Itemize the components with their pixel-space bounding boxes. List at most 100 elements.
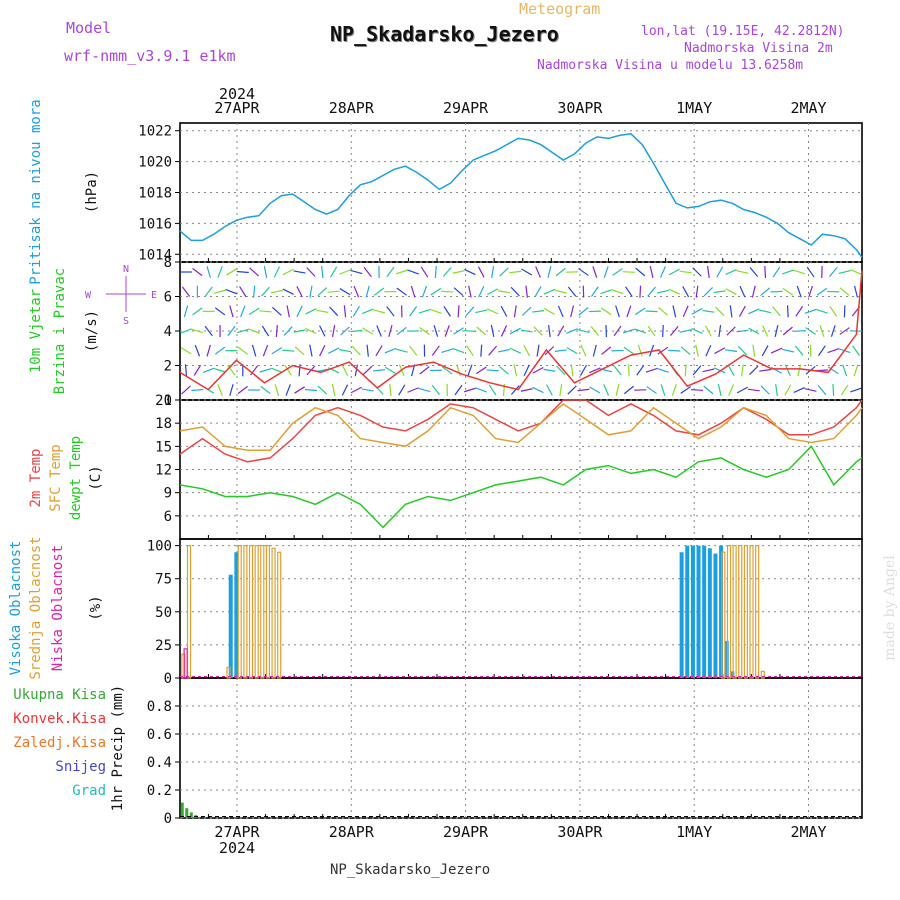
- cloud-bar-high: [234, 552, 239, 678]
- wind-arrow: [456, 364, 461, 377]
- wind-arrow: [317, 385, 328, 395]
- wind-arrow: [309, 285, 313, 298]
- wind-arrow: [729, 305, 733, 318]
- wind-arrow: [509, 327, 521, 335]
- wind-arrow: [284, 364, 292, 376]
- wind-arrow: [704, 325, 712, 337]
- wind-arrow: [463, 387, 476, 393]
- wind-arrow: [487, 288, 499, 296]
- compass-n: N: [123, 264, 129, 275]
- wind-arrow: [691, 328, 703, 334]
- wind-arrow: [386, 266, 395, 278]
- wind-arrow: [567, 385, 577, 395]
- wind-arrow: [770, 347, 783, 354]
- wind-arrow: [510, 286, 520, 297]
- wind-arrow: [622, 328, 635, 334]
- wind-arrow: [725, 269, 737, 275]
- y-tick-label: 75: [155, 572, 172, 588]
- wind-arrow: [286, 305, 290, 318]
- wind-arrow: [775, 383, 778, 397]
- wind-arrow: [331, 324, 336, 338]
- wind-arrow: [679, 329, 692, 333]
- pressure-unit: (hPa): [84, 171, 100, 213]
- wind-arrow: [293, 329, 306, 333]
- wind-arrow: [532, 310, 545, 313]
- wind-unit: (m/s): [84, 310, 100, 352]
- cloud-bar-high: [719, 545, 724, 678]
- model-elevation-text: Nadmorska Visina u modelu 13.6258m: [537, 58, 804, 73]
- wind-arrow: [180, 346, 192, 355]
- cloud-bar-mid: [755, 545, 760, 679]
- cloud-bar-mid: [226, 666, 231, 679]
- y-tick-label: 50: [155, 605, 172, 621]
- wind-arrow: [705, 344, 712, 357]
- wind-arrow: [375, 345, 383, 357]
- wind-arrow: [271, 306, 282, 316]
- wind-arrow: [457, 305, 460, 318]
- y-tick-label: 0.8: [147, 699, 172, 715]
- wind-arrow: [407, 387, 419, 393]
- cloud-bar-high: [685, 545, 690, 678]
- wind-arrow: [536, 344, 540, 357]
- y-tick-label: 0: [164, 811, 172, 827]
- cloud-ylabel-low: Niska Oblacnost: [50, 545, 66, 671]
- wind-arrow: [477, 266, 485, 278]
- wind-arrow: [465, 306, 475, 317]
- wind-arrow: [373, 369, 386, 372]
- wind-arrow: [554, 349, 567, 352]
- wind-arrow: [634, 328, 647, 334]
- panel-frame-clouds: [179, 538, 863, 679]
- wind-arrow: [362, 365, 373, 375]
- wind-ylabel-1: 10m Vjetar: [28, 289, 44, 373]
- wind-arrow: [499, 267, 509, 277]
- pressure-line: [179, 133, 863, 258]
- precip-legend-item: Zaledj.Kisa: [13, 735, 106, 751]
- precip-bar: [189, 812, 193, 818]
- wind-arrow: [647, 286, 656, 297]
- wind-arrow: [829, 306, 838, 317]
- model-label: Model: [66, 19, 112, 37]
- wind-arrow: [645, 310, 658, 313]
- y-tick-label: 0: [164, 393, 172, 409]
- wind-arrow: [736, 270, 749, 274]
- wind-arrow: [714, 347, 726, 355]
- precip-legend-item: Ukupna Kisa: [13, 687, 106, 703]
- wind-arrow: [533, 326, 543, 336]
- wind-arrow: [193, 364, 202, 376]
- wind-arrow: [395, 269, 408, 275]
- bottom-date-label: 29APR: [443, 823, 489, 841]
- wind-arrow: [806, 266, 815, 278]
- wind-arrow: [309, 344, 313, 357]
- wind-arrow: [782, 287, 794, 296]
- wind-arrow: [341, 364, 349, 376]
- wind-arrow: [486, 369, 499, 372]
- wind-arrow: [751, 285, 756, 298]
- wind-arrow: [646, 386, 657, 394]
- wind-arrow: [192, 267, 203, 277]
- wind-arrow: [454, 384, 463, 396]
- wind-arrow: [384, 347, 397, 354]
- wind-arrow: [702, 309, 715, 313]
- wind-arrow: [441, 290, 454, 293]
- wind-arrow: [660, 384, 666, 396]
- wind-arrow: [547, 266, 552, 278]
- wind-arrow: [429, 308, 442, 314]
- wind-arrow: [578, 307, 589, 316]
- bottom-year-label: 2024: [219, 839, 255, 857]
- wind-arrow: [850, 269, 862, 275]
- wind-arrow: [703, 385, 714, 395]
- wind-arrow: [546, 384, 553, 396]
- top-date-label: 2MAY: [790, 99, 826, 117]
- wind-arrow: [725, 288, 737, 296]
- wind-arrow: [480, 344, 483, 357]
- wind-arrow: [578, 268, 589, 276]
- wind-arrow: [557, 305, 564, 318]
- wind-arrow: [433, 325, 439, 337]
- wind-arrow: [781, 348, 794, 353]
- wind-arrow: [671, 384, 677, 396]
- wind-arrow: [725, 349, 738, 353]
- wind-arrow: [592, 344, 597, 357]
- wind-arrow: [202, 367, 215, 374]
- wind-arrow: [293, 270, 306, 274]
- wind-arrow: [225, 288, 238, 295]
